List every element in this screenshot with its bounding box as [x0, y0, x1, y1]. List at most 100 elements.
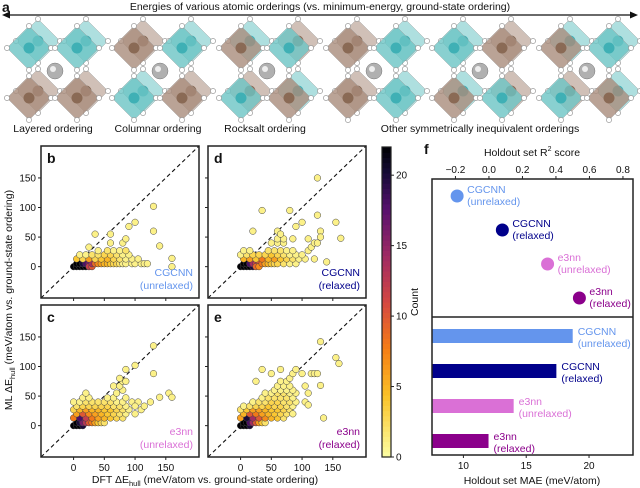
anion-atom: [521, 95, 527, 101]
r2-tick-label: 0.0: [482, 165, 496, 176]
panel-b: b CGCNN(unrelaxed) 0 50 100 150: [19, 145, 200, 301]
anion-atom: [247, 66, 253, 72]
hexbin-cell: [323, 258, 331, 266]
anion-atom: [345, 117, 351, 123]
front-b-site-atom: [448, 92, 460, 104]
front-b-site-atom: [128, 42, 140, 54]
colorbar-segment: [382, 224, 391, 231]
front-b-site-atom: [128, 92, 140, 104]
anion-atom: [105, 38, 111, 44]
colorbar-segment: [382, 260, 391, 267]
colorbar-segment: [382, 426, 391, 432]
crystal-structures: [4, 16, 640, 123]
front-b-site-atom: [23, 42, 35, 54]
colorbar-segment: [382, 172, 391, 179]
anion-atom: [628, 95, 634, 101]
hexbin-cell: [286, 206, 294, 215]
anion-atom: [35, 66, 41, 72]
panel-letter-d: d: [214, 150, 223, 166]
anion-atom: [295, 16, 301, 22]
anion-atom: [74, 67, 80, 73]
anion-atom: [201, 95, 207, 101]
colorbar-segment: [382, 276, 391, 282]
anion-atom: [354, 66, 360, 72]
mae-tick-label: 15: [521, 461, 533, 472]
hexbin-cell: [109, 247, 118, 255]
y-tick-label: 0: [30, 262, 36, 273]
mae-bar: [432, 399, 514, 413]
colorbar-label: Count: [409, 288, 421, 316]
anion-atom: [188, 66, 194, 72]
point-model-label: e3nn: [558, 252, 582, 264]
anion-atom: [460, 66, 466, 72]
colorbar-segment: [382, 265, 391, 272]
anion-atom: [615, 66, 621, 72]
anion-atom: [393, 117, 399, 123]
hexbin-cell: [316, 381, 325, 389]
front-b-site-atom: [235, 42, 247, 54]
parity-plots: bCGCNN(unrelaxed)050100150dCGCNN(relaxed…: [19, 145, 367, 474]
hexbin-cell: [122, 394, 130, 402]
anion-atom: [371, 45, 377, 51]
anion-atom: [460, 16, 466, 22]
label-layered: Layered ordering: [13, 123, 93, 135]
colorbar-segment: [382, 405, 391, 412]
parity-diagonal-line: [40, 304, 200, 458]
y-tick-label: 150: [19, 173, 36, 184]
colorbar-segment: [382, 147, 391, 153]
crystal-structure-6: [536, 16, 640, 123]
colorbar-tick-label: 15: [396, 241, 408, 252]
front-b-site-atom: [603, 92, 615, 104]
hexbin-cell: [301, 382, 309, 390]
front-b-site-atom: [71, 42, 83, 54]
hexbin-cell: [276, 365, 285, 374]
atom-highlight: [475, 66, 481, 72]
x-tick-label: 50: [99, 463, 111, 474]
front-b-site-atom: [448, 42, 460, 54]
atom-highlight: [369, 66, 375, 72]
colorbar-segment: [382, 369, 391, 375]
hexbin-cell: [255, 251, 263, 259]
r2-tick-label: 0.4: [549, 165, 563, 176]
anion-atom: [317, 38, 323, 44]
anion-atom: [238, 117, 244, 123]
hexbin-cell: [258, 206, 266, 215]
anion-atom: [247, 16, 253, 22]
anion-atom: [26, 73, 32, 79]
crystal-structure-2: [109, 16, 216, 123]
hexbin-cell: [313, 370, 321, 378]
hexbin-cell: [82, 389, 90, 397]
colorbar-tick-label: 0: [396, 453, 402, 464]
hexbin-cell: [131, 410, 139, 418]
colorbar-segment: [382, 379, 391, 386]
mae-bar-chart: CGCNN(unrelaxed)CGCNN(relaxed)e3nn(unrel…: [432, 326, 631, 472]
colorbar-tick-label: 10: [396, 312, 408, 323]
colorbar-segment: [382, 240, 391, 246]
r2-point: [495, 223, 509, 237]
hexbin-cell: [91, 230, 99, 238]
anion-atom: [637, 88, 640, 94]
front-b-site-atom: [496, 42, 508, 54]
panel-d: d CGCNN(relaxed): [205, 145, 367, 301]
hexbin-cell: [143, 260, 151, 268]
anion-atom: [4, 95, 10, 101]
hexbin-cell: [298, 218, 306, 226]
anion-atom: [179, 73, 185, 79]
hexbin-cell: [88, 251, 96, 259]
mae-tick-label: 10: [458, 461, 470, 472]
hexbin-cell: [332, 218, 340, 226]
panel-letter-f: f: [424, 141, 429, 157]
hexbin-cell: [264, 247, 272, 255]
hexbin-cell: [103, 394, 111, 402]
model-label: e3nn: [337, 426, 361, 438]
anion-atom: [558, 23, 564, 29]
anion-atom: [83, 16, 89, 22]
colorbar-segment: [382, 364, 391, 370]
front-b-site-atom: [496, 92, 508, 104]
anion-atom: [238, 67, 244, 73]
r2-tick-label: 0.6: [582, 165, 596, 176]
plot-frame: [40, 304, 200, 458]
mae-tick-label: 20: [583, 461, 595, 472]
hexbin-cell: [304, 401, 312, 409]
front-b-site-atom: [176, 92, 188, 104]
